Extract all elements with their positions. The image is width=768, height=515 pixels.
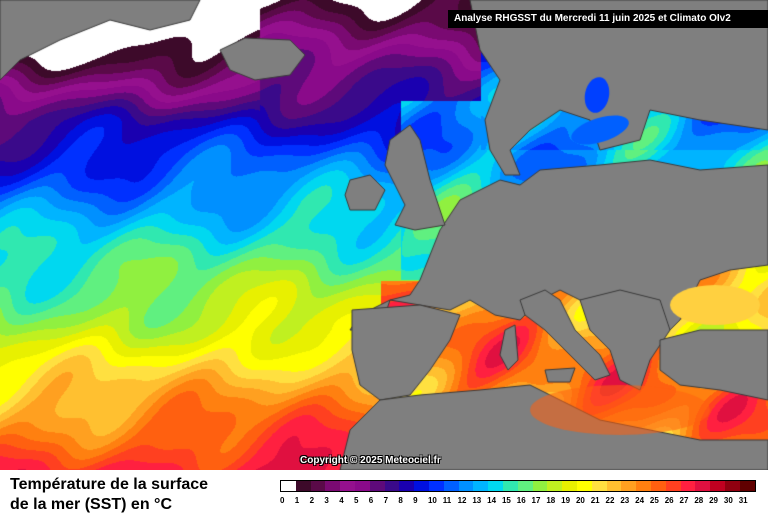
legend-tick-label: 28 — [694, 496, 704, 505]
legend-tick-label: 11 — [442, 496, 452, 505]
legend-title: Température de la surface de la mer (SST… — [10, 475, 208, 515]
legend-swatch — [532, 481, 548, 491]
legend-tick-label: 29 — [709, 496, 719, 505]
footer: Température de la surface de la mer (SST… — [0, 470, 768, 515]
legend-tick-label: 13 — [472, 496, 482, 505]
legend-swatch — [591, 481, 607, 491]
legend-swatch — [369, 481, 385, 491]
legend-tick-label: 30 — [723, 496, 733, 505]
legend-tick-label: 8 — [398, 496, 403, 505]
legend-swatch — [473, 481, 489, 491]
color-legend: 0 1 2 3 4 5 6 7 8 9 10 11 12 13 14 15 16 17 18 19 20 21 22 23 24… — [280, 480, 756, 505]
legend-swatch — [650, 481, 666, 491]
legend-ticks: 0 1 2 3 4 5 6 7 8 9 10 11 12 13 14 15 16 17 18 19 20 21 22 23 24… — [280, 496, 756, 505]
legend-tick-label: 17 — [531, 496, 541, 505]
legend-swatch — [310, 481, 326, 491]
legend-swatch — [443, 481, 459, 491]
copyright-text: Copyright © 2025 Meteociel.fr — [300, 455, 441, 466]
legend-swatch — [399, 481, 415, 491]
legend-swatch — [739, 481, 755, 491]
legend-swatch — [458, 481, 474, 491]
legend-swatch — [621, 481, 637, 491]
legend-tick-label: 2 — [309, 496, 315, 505]
analysis-header: Analyse RHGSST du Mercredi 11 juin 2025 … — [448, 10, 768, 28]
legend-tick-label: 14 — [487, 496, 497, 505]
legend-tick-label: 3 — [324, 496, 329, 505]
legend-tick-label: 26 — [664, 496, 674, 505]
legend-tick-label: 6 — [368, 496, 374, 505]
legend-swatch — [502, 481, 518, 491]
legend-tick-label: 15 — [501, 496, 511, 505]
sst-map — [0, 0, 768, 470]
legend-tick-label: 16 — [516, 496, 526, 505]
legend-tick-label: 27 — [679, 496, 689, 505]
legend-tick-label: 20 — [575, 496, 585, 505]
legend-swatch — [488, 481, 503, 491]
legend-swatch — [636, 481, 651, 491]
legend-swatch — [547, 481, 563, 491]
legend-tick-label: 10 — [427, 496, 437, 505]
legend-swatch — [295, 481, 311, 491]
legend-swatch — [354, 481, 370, 491]
legend-tick-label: 5 — [353, 496, 359, 505]
legend-tick-label: 1 — [294, 496, 300, 505]
legend-tick-label: 7 — [383, 496, 389, 505]
legend-swatch — [680, 481, 696, 491]
legend-swatch — [414, 481, 429, 491]
legend-tick-label: 19 — [561, 496, 571, 505]
legend-swatch — [606, 481, 622, 491]
legend-swatch — [576, 481, 592, 491]
legend-swatches — [280, 480, 756, 492]
legend-tick-label: 4 — [339, 496, 344, 505]
legend-title-line-1: Température de la surface — [10, 476, 209, 493]
legend-tick-label: 24 — [635, 496, 645, 505]
legend-swatch — [710, 481, 725, 491]
legend-tick-label: 18 — [546, 496, 556, 505]
legend-tick-label: 12 — [457, 496, 467, 505]
legend-title-line-2: de la mer (SST) en °C — [10, 496, 172, 513]
legend-swatch — [724, 481, 740, 491]
legend-swatch — [517, 481, 533, 491]
legend-swatch — [562, 481, 577, 491]
legend-tick-label: 9 — [413, 496, 418, 505]
legend-tick-label: 21 — [590, 496, 600, 505]
legend-tick-label: 31 — [738, 496, 748, 505]
legend-tick-label: 23 — [620, 496, 630, 505]
legend-tick-label: 0 — [280, 496, 285, 505]
legend-tick-label: 25 — [649, 496, 659, 505]
legend-swatch — [695, 481, 711, 491]
legend-swatch — [665, 481, 681, 491]
legend-swatch — [325, 481, 341, 491]
legend-swatch — [340, 481, 355, 491]
legend-tick-label: 22 — [605, 496, 615, 505]
legend-swatch — [428, 481, 444, 491]
legend-swatch — [384, 481, 400, 491]
legend-swatch — [281, 481, 296, 491]
